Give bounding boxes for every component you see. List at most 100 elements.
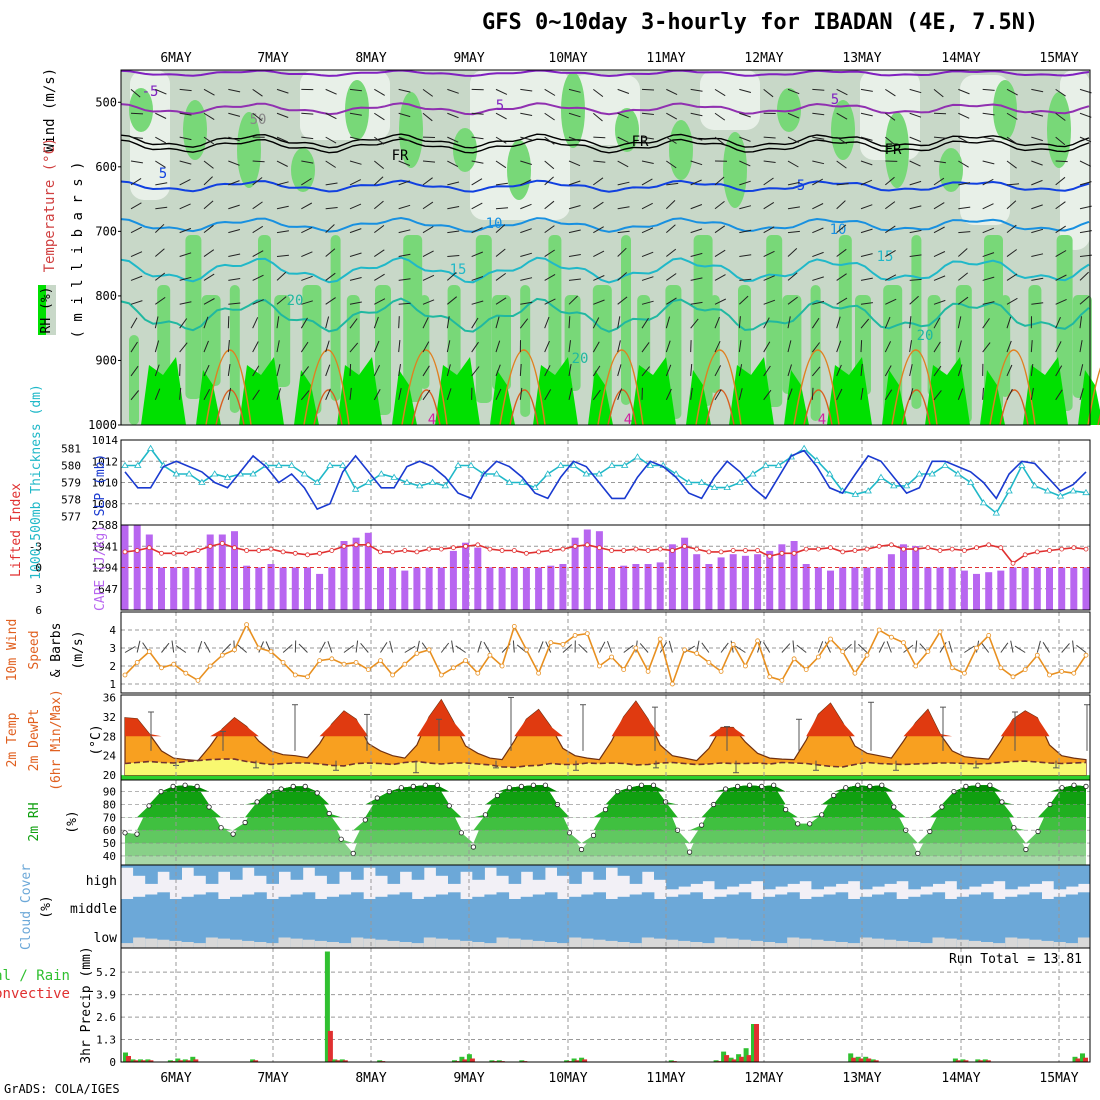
rh2m-point-72	[987, 782, 993, 788]
thickness-point-66	[966, 478, 975, 485]
cloud-high-bar-67	[932, 865, 946, 884]
upper-wind-barb	[665, 364, 672, 377]
cloud-low-bg-6	[193, 920, 207, 948]
lifted-index-point-4	[171, 550, 177, 556]
lifted-index-point-32	[511, 548, 517, 553]
cloud-high-bar-45	[666, 865, 679, 890]
cape-bar-48	[705, 564, 713, 610]
upper-wind-barb	[812, 136, 825, 140]
contour-label-0: -5	[142, 84, 159, 100]
upper-wind-barb	[957, 248, 968, 257]
upper-wind-barb	[982, 136, 995, 140]
temperature-hot-area	[125, 699, 1086, 737]
rh2m-point-70	[963, 783, 969, 790]
rh-upper-blob-15	[939, 148, 963, 192]
rh2m-point-38	[578, 846, 585, 853]
wind10-barb-30	[483, 641, 491, 653]
upper-wind-barb	[617, 181, 630, 186]
wind10-point-14	[292, 672, 298, 678]
upper-wind-barb	[179, 178, 191, 186]
cape-bar-41	[620, 565, 628, 610]
precip-convective-bar-60	[574, 1060, 580, 1062]
cloud-low-clear-72	[993, 943, 1006, 948]
cloud-middle-bar-30	[484, 894, 497, 920]
wind10-barb-16	[319, 641, 326, 653]
cloud-middle-bar-73	[1005, 896, 1018, 920]
lifted-index-point-46	[682, 543, 687, 549]
lifted-index-point-2	[146, 545, 152, 551]
upper-wind-barb	[130, 112, 144, 115]
lifted-index-point-43	[645, 548, 651, 553]
cloud-high-bar-10	[242, 865, 255, 868]
cloud-low-clear-55	[787, 937, 800, 948]
li-ytick-0: -3	[29, 540, 42, 553]
precip-convective-bar-29	[342, 1060, 348, 1062]
cloud-middle-bar-16	[314, 899, 328, 920]
upper-wind-barb	[738, 295, 749, 305]
upper-wind-axis-label: Wind (m/s)	[42, 68, 58, 152]
upper-wind-barb	[909, 205, 922, 210]
upper-wind-barb	[130, 136, 143, 139]
li-ytick-2: 3	[35, 583, 42, 596]
cape-bar-3	[158, 567, 165, 610]
thickness-point-15	[313, 478, 321, 485]
upper-wind-barb	[349, 363, 352, 376]
upper-wind-barb	[933, 88, 944, 98]
wind10-point-61	[864, 652, 870, 658]
upper-wind-barb	[641, 88, 655, 91]
rh-saturated-zone-b-4	[588, 370, 613, 425]
upper-wind-barb	[544, 112, 555, 121]
precip-total-bar-50	[496, 1060, 502, 1062]
wind10-point-37	[572, 633, 578, 638]
upper-wind-barb	[860, 160, 873, 166]
upper-wind-barb	[422, 274, 435, 281]
wind10-barb-7	[203, 641, 211, 653]
upper-wind-barb	[544, 249, 555, 257]
wind10-point-11	[256, 645, 262, 651]
upper-wind-barb	[301, 251, 313, 257]
upper-wind-barb	[714, 298, 727, 305]
upper-wind-barb	[446, 316, 450, 329]
wind10-point-67	[937, 629, 943, 635]
upper-wind-barb	[714, 112, 726, 121]
upper-wind-barb	[909, 278, 922, 281]
upper-wind-barb	[447, 181, 460, 186]
upper-wind-barb	[130, 317, 138, 329]
upper-wind-barb	[398, 88, 411, 93]
cloud-low-bg-35	[544, 920, 558, 948]
cloud-low-clear-51	[738, 939, 752, 948]
upper-wind-barb	[641, 366, 650, 377]
cloud-middle-bar-67	[932, 892, 946, 920]
upper-wind-barb	[617, 206, 630, 210]
wind10-barb-65	[915, 640, 918, 653]
upper-wind-barb	[957, 340, 962, 353]
thickness-point-58	[864, 487, 872, 494]
cloud-high-bar-65	[908, 865, 921, 890]
cloud-middle-bar-31	[496, 892, 510, 920]
upper-wind-barb	[665, 200, 676, 210]
thickness-point-45	[697, 478, 706, 485]
upper-wind-barb	[471, 341, 479, 353]
wind10-barb-6	[197, 640, 203, 653]
upper-wind-barb	[787, 272, 798, 281]
cloud-low-clear-38	[581, 938, 594, 948]
wind-ytick-0: 1	[109, 678, 116, 691]
upper-wind-barb	[374, 249, 385, 257]
precip-total-bar-2	[138, 1059, 143, 1062]
upper-wind-barb	[812, 251, 824, 258]
cloud-low-clear-75	[1029, 939, 1042, 948]
rh2m-point-68	[939, 804, 945, 810]
cloud-low-clear-35	[544, 942, 558, 948]
upper-wind-barb	[714, 389, 722, 401]
lifted-index-point-40	[609, 548, 614, 553]
rh2m-unit-label: (%)	[65, 810, 80, 833]
upper-wind-barb	[301, 178, 312, 186]
upper-wind-barb	[933, 177, 945, 186]
wind10-point-62	[876, 627, 882, 633]
wind10-barb-72	[1000, 642, 1009, 653]
thickness-point-22	[403, 478, 411, 485]
thickness-point-31	[518, 478, 526, 485]
lifted-index-point-23	[402, 548, 408, 553]
wind10-axis-label-a: 10m Wind	[5, 619, 20, 682]
cloud-middle-bar-33	[520, 896, 534, 920]
